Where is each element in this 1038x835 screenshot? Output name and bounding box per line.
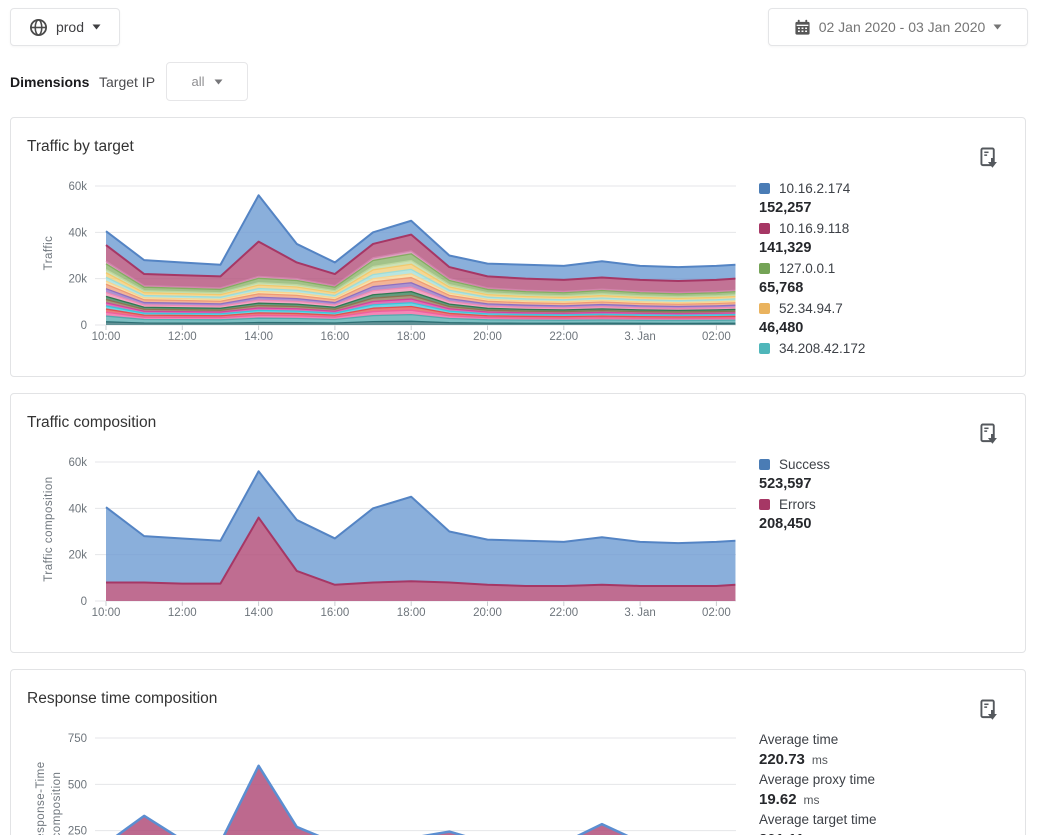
panel-traffic-composition: Traffic composition 0 20k 40k 60k 10:00 12:00… [10,393,1026,653]
svg-text:12:00: 12:00 [168,607,197,619]
target-ip-selected-value: all [191,74,205,89]
panel-title: Response time composition [27,690,218,707]
stat-label: Average target time [759,812,877,827]
svg-text:10:00: 10:00 [92,331,121,343]
legend-label: 10.16.9.118 [779,220,850,236]
export-report-icon[interactable] [980,423,999,450]
svg-text:18:00: 18:00 [397,607,426,619]
panel-response-time-composition: Response time composition 25050075010:00… [10,669,1026,835]
legend-item[interactable]: Success 523,597 [759,454,1021,494]
svg-text:20:00: 20:00 [473,607,502,619]
svg-text:60k: 60k [68,181,87,193]
stat-label: Average proxy time [759,772,876,787]
legend-value: 208,450 [759,516,812,532]
svg-text:3. Jan: 3. Jan [624,331,655,343]
legend-label: Success [779,456,831,472]
legend-label: Errors [779,496,816,512]
svg-text:22:00: 22:00 [549,331,578,343]
svg-text:18:00: 18:00 [397,331,426,343]
svg-text:16:00: 16:00 [321,331,350,343]
legend-swatch [759,182,770,194]
legend-value: 46,480 [759,320,804,336]
calendar-icon [795,19,810,35]
environment-label: prod [55,19,85,35]
legend-label: 10.16.2.174 [779,180,851,196]
chart-stats: Average time 220.73 ms Average proxy time 19… [759,730,1021,835]
svg-text:750: 750 [68,733,87,745]
stat-label: Average time [759,732,839,747]
panel-title: Traffic composition [27,414,157,431]
stat-value: 220.73 ms [759,751,828,768]
legend-label: 52.34.94.7 [779,300,843,316]
chart-legend: Success 523,597 Errors 208,450 [759,454,1021,534]
svg-text:10:00: 10:00 [92,607,121,619]
svg-text:02:00: 02:00 [702,331,731,343]
date-range-picker-button[interactable]: 02 Jan 2020 - 03 Jan 2020 [768,8,1028,46]
svg-text:14:00: 14:00 [244,607,273,619]
traffic-composition-chart-mount: 0 20k 40k 60k 10:00 12:00 14:00 16:00 18:00 20:00… [11,394,1025,634]
legend-item[interactable]: Errors 208,450 [759,494,1021,534]
dimensions-label: Dimensions [10,74,90,90]
globe-icon [29,18,47,36]
traffic-composition-chart[interactable]: 0 20k 40k 60k 10:00 12:00 14:00 16:00 18:00 20:00… [11,394,1025,629]
svg-text:500: 500 [68,779,87,791]
chevron-down-icon [92,24,101,30]
environment-selector-button[interactable]: prod [10,8,120,46]
legend-label: 127.0.0.1 [779,260,836,276]
svg-text:40k: 40k [68,227,87,239]
svg-text:02:00: 02:00 [702,607,731,619]
export-report-icon[interactable] [980,147,999,174]
svg-text:Traffic: Traffic [43,236,55,271]
legend-swatch [759,458,770,470]
svg-text:20:00: 20:00 [473,331,502,343]
export-report-icon[interactable] [980,699,999,726]
legend-swatch [759,262,770,274]
svg-text:0: 0 [81,596,87,608]
svg-text:20k: 20k [68,550,87,562]
svg-text:Response-Time: Response-Time [35,761,47,835]
legend-value: 152,257 [759,200,812,216]
svg-text:20k: 20k [68,274,87,286]
stat-value: 19.62 ms [759,791,820,808]
svg-text:60k: 60k [68,457,87,469]
legend-label: 34.208.42.172 [779,340,866,356]
svg-text:16:00: 16:00 [321,607,350,619]
legend-item[interactable]: 10.16.2.174 152,257 [759,178,1021,218]
traffic-by-target-chart[interactable]: 0 20k 40k 60k 10:00 12:00 14:00 16:00 18:00 20:00… [11,118,1025,353]
svg-text:22:00: 22:00 [549,607,578,619]
stat-value: 201.11ms [759,830,1021,835]
legend-item[interactable]: 127.0.0.1 65,768 [759,258,1021,298]
panel-title: Traffic by target [27,138,134,155]
legend-swatch [759,498,770,510]
legend-swatch [759,342,770,354]
legend-value: 65,768 [759,280,804,296]
legend-item[interactable]: 52.34.94.7 46,480 [759,298,1021,338]
svg-text:0: 0 [81,320,87,332]
svg-text:40k: 40k [68,503,87,515]
legend-value: 141,329 [759,240,812,256]
chevron-down-icon [993,24,1002,30]
svg-text:Traffic composition: Traffic composition [43,476,55,581]
traffic-by-target-chart-mount: 0 20k 40k 60k 10:00 12:00 14:00 16:00 18:00 20:00… [11,118,1025,358]
legend-swatch [759,302,770,314]
svg-text:12:00: 12:00 [168,331,197,343]
legend-item[interactable]: 10.16.9.118 141,329 [759,218,1021,258]
svg-text:3. Jan: 3. Jan [624,607,655,619]
target-ip-select[interactable]: all [166,62,248,101]
panel-traffic-by-target: Traffic by target 0 20k 40k 60k 10:00 12:00 14… [10,117,1026,377]
legend-swatch [759,222,770,234]
svg-text:14:00: 14:00 [244,331,273,343]
svg-text:250: 250 [68,826,87,835]
chart-legend: 10.16.2.174 152,257 10.16.9.118 141,329 127.… [759,178,1021,378]
chevron-down-icon [214,79,222,84]
date-range-label: 02 Jan 2020 - 03 Jan 2020 [818,19,986,35]
target-ip-label: Target IP [99,74,156,90]
legend-value [759,358,1021,378]
legend-value: 523,597 [759,476,812,492]
svg-text:composition: composition [51,772,63,835]
legend-item[interactable]: 34.208.42.172 [759,338,1021,378]
